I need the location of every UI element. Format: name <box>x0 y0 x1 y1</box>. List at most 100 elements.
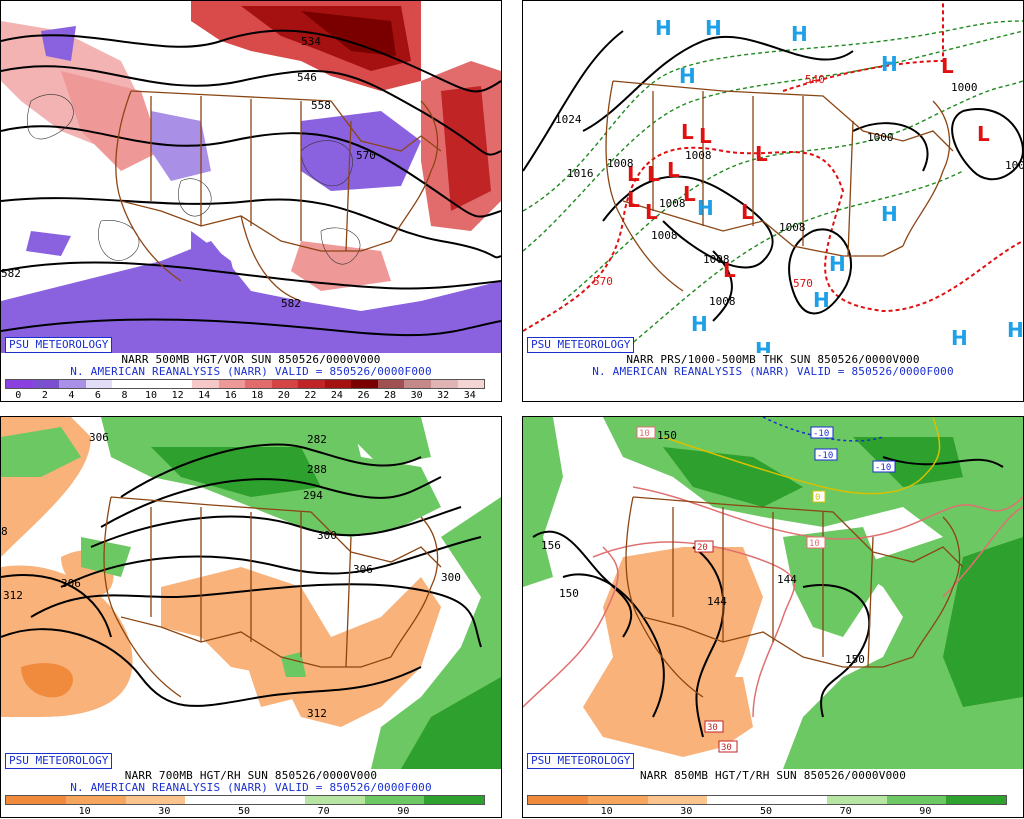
vorticity-colorbar-ticks: 0 2 4 6 8 10 12 14 16 18 20 22 24 26 28 30 32 34 <box>5 390 483 401</box>
colorbar-tick-label: 30 <box>410 390 423 401</box>
colorbar-tick-label: 8 <box>121 390 128 401</box>
temp-label-box: 30 <box>704 720 724 733</box>
rh-colorbar-ticks: 10 30 50 70 90 <box>5 806 483 817</box>
panel-caption: NARR PRS/1000-500MB THK SUN 850526/0000V… <box>626 353 920 366</box>
colorbar-tick-label: 90 <box>397 806 410 817</box>
map-pressure-thickness: H H H H H H H H H H H H H L L L L L L L <box>523 1 1023 353</box>
low-pressure-symbol: L <box>977 122 990 146</box>
colorbar-swatch <box>218 380 246 388</box>
panel-850mb-temp-rh: 156 150 144 144 150 150 10 -10 -10 -10 0… <box>522 416 1024 818</box>
temp-label-box: 30 <box>718 740 738 753</box>
colorbar-tick-label: 20 <box>277 390 290 401</box>
height-label: 312 <box>307 707 327 720</box>
colorbar-swatch <box>351 380 378 388</box>
colorbar-swatch <box>886 796 947 804</box>
high-pressure-symbol: H <box>697 196 714 220</box>
colorbar-tick-label: 32 <box>437 390 450 401</box>
height-label: 150 <box>559 587 579 600</box>
colorbar-swatch <box>245 796 305 804</box>
colorbar-tick-label: 4 <box>68 390 75 401</box>
colorbar-swatch <box>6 380 33 388</box>
low-pressure-symbol: L <box>647 162 660 186</box>
vorticity-colorbar <box>5 379 485 389</box>
colorbar-swatch <box>65 796 126 804</box>
height-label: 582 <box>281 297 301 310</box>
colorbar-swatch <box>185 796 245 804</box>
isobar-label: 1008 <box>651 229 678 242</box>
panel-700mb-rh: 282 288 294 300 306 306 300 312 312 306 … <box>0 416 502 818</box>
panel-500mb-vorticity: 534 546 558 570 582 582 PSU METEOROLOGY … <box>0 0 502 402</box>
colorbar-swatch <box>85 380 113 388</box>
colorbar-swatch <box>32 380 60 388</box>
height-label: 306 <box>353 563 373 576</box>
panel-caption: NARR 500MB HGT/VOR SUN 850526/0000V000 <box>121 353 381 366</box>
colorbar-swatch <box>191 380 219 388</box>
temp-label-box: 10 <box>806 536 826 549</box>
height-label: 282 <box>307 433 327 446</box>
low-pressure-symbol: L <box>741 200 754 224</box>
low-pressure-symbol: L <box>645 200 658 224</box>
temp-label-box: -10 <box>810 426 834 439</box>
colorbar-swatch <box>457 380 485 388</box>
rh-colorbar <box>5 795 485 805</box>
high-pressure-symbol: H <box>813 288 830 312</box>
colorbar-tick-label: 24 <box>330 390 343 401</box>
height-label: 306 <box>61 577 81 590</box>
colorbar-tick-label: 26 <box>357 390 370 401</box>
isobar-label: 1008 <box>685 149 712 162</box>
height-label: 294 <box>303 489 323 502</box>
height-label: 288 <box>307 463 327 476</box>
colorbar-swatch <box>767 796 827 804</box>
svg-text:30: 30 <box>721 743 732 753</box>
isobar-label: 1016 <box>567 167 594 180</box>
svg-text:10: 10 <box>809 539 820 549</box>
colorbar-swatch <box>6 796 66 804</box>
height-label: 306 <box>89 431 109 444</box>
panel-caption: NARR 850MB HGT/T/RH SUN 850526/0000V000 <box>639 769 907 782</box>
high-pressure-symbol: H <box>755 338 772 353</box>
height-label: 558 <box>311 99 331 112</box>
colorbar-tick-label: 28 <box>384 390 397 401</box>
low-pressure-symbol: L <box>699 124 712 148</box>
colorbar-tick-label: 22 <box>304 390 317 401</box>
colorbar-tick-label: 70 <box>839 806 852 817</box>
rh-colorbar-ticks: 10 30 50 70 90 <box>527 806 1005 817</box>
isobar-label: 1024 <box>555 113 582 126</box>
colorbar-swatch <box>59 380 86 388</box>
temp-label-box: -10 <box>814 448 838 461</box>
colorbar-swatch <box>138 380 166 388</box>
height-label: 156 <box>541 539 561 552</box>
colorbar-tick-label: 50 <box>759 806 773 817</box>
height-label: 570 <box>356 149 376 162</box>
high-pressure-symbol: H <box>655 16 672 40</box>
isobar-label: 1000 <box>867 131 894 144</box>
isobar-label: 1008 <box>607 157 634 170</box>
svg-text:-10: -10 <box>813 429 829 439</box>
colorbar-swatch <box>112 380 139 388</box>
colorbar-swatch <box>431 380 458 388</box>
panel-valid-caption: N. AMERICAN REANALYSIS (NARR) VALID = 85… <box>592 365 954 378</box>
isobar-label: 1008 <box>779 221 806 234</box>
colorbar-swatch <box>528 796 588 804</box>
colorbar-swatch <box>377 380 405 388</box>
low-pressure-symbol: L <box>667 158 680 182</box>
height-label: 300 <box>441 571 461 584</box>
low-pressure-symbol: L <box>627 162 640 186</box>
svg-text:10: 10 <box>639 429 650 439</box>
colorbar-swatch <box>826 796 887 804</box>
colorbar-swatch <box>298 380 325 388</box>
psu-meteorology-tag: PSU METEOROLOGY <box>5 753 113 769</box>
rh-colorbar <box>527 795 1007 805</box>
panel-pressure-thickness: H H H H H H H H H H H H H L L L L L L L <box>522 0 1024 402</box>
high-pressure-symbol: H <box>691 312 708 336</box>
colorbar-tick-label: 14 <box>198 390 211 401</box>
low-pressure-symbol: L <box>627 188 640 212</box>
high-pressure-symbol: H <box>951 326 968 350</box>
thickness-label: 570 <box>593 275 613 288</box>
colorbar-tick-label: 30 <box>158 806 171 817</box>
colorbar-tick-label: 2 <box>41 390 48 401</box>
map-850mb: 156 150 144 144 150 150 10 -10 -10 -10 0… <box>523 417 1023 769</box>
height-label: 546 <box>297 71 317 84</box>
high-pressure-symbol: H <box>705 16 722 40</box>
temp-label-box: -10 <box>872 460 896 473</box>
